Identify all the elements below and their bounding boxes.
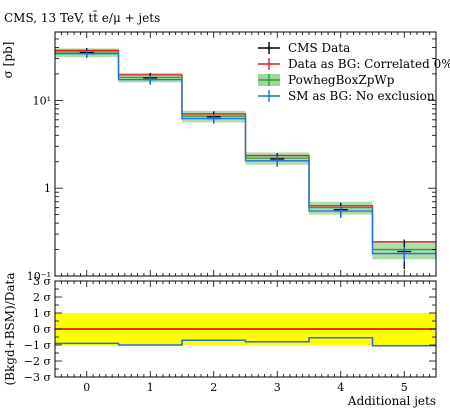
legend-label-data-as-bg-correlated-0: Data as BG: Correlated 0%: [288, 57, 450, 71]
legend-item-powhegboxzpwp: PowhegBoxZpWp: [258, 73, 395, 87]
main-ytick-label-2: 10¹: [33, 94, 51, 107]
main-panel: 10⁻¹ 1 10¹ σ [pb]: [1, 31, 437, 283]
ratio-ytick-label-3: 0 σ: [33, 323, 51, 336]
ratio-xtick-label-5: 5: [401, 381, 408, 394]
ratio-ytick-label-2: −1 σ: [24, 339, 52, 352]
legend-label-cms-data: CMS Data: [288, 41, 350, 55]
main-ylabel: σ [pb]: [1, 42, 15, 79]
legend-item-cms-data: CMS Data: [258, 41, 350, 55]
ratio-line-sm-as-bg-no-exclusion: [55, 337, 436, 347]
ratio-xlabel: Additional jets: [347, 394, 436, 408]
point-sm-as-bg-no-exclusion-4: [333, 205, 348, 218]
ratio-xtick-label-2: 2: [210, 381, 217, 394]
ratio-ytick-label-5: 2 σ: [33, 291, 51, 304]
legend-item-sm-as-bg-no-exclusion: SM as BG: No exclusion: [258, 89, 435, 103]
point-sm-as-bg-no-exclusion-1: [143, 75, 158, 85]
main-ytick-label-0: 10⁻¹: [27, 270, 51, 283]
point-sm-as-bg-no-exclusion-3: [270, 155, 285, 167]
ratio-ylabel: (Bkgd+BSM)/Data: [3, 273, 17, 386]
legend-label-sm-as-bg-no-exclusion: SM as BG: No exclusion: [288, 89, 435, 103]
ratio-xtick-label-4: 4: [337, 381, 344, 394]
point-sm-as-bg-no-exclusion-2: [206, 113, 221, 124]
ratio-ytick-label-0: −3 σ: [24, 371, 52, 384]
ratio-ytick-label-1: −2 σ: [24, 355, 52, 368]
step-sm-as-bg-no-exclusion: [55, 53, 436, 255]
ratio-ytick-label-4: 1 σ: [33, 307, 51, 320]
header-left: CMS, 13 TeV, tt̄ e/μ + jets: [4, 9, 160, 25]
ratio-xtick-label-3: 3: [274, 381, 281, 394]
point-sm-as-bg-no-exclusion-5: [397, 246, 412, 262]
ratio-panel: −3 σ −2 σ −1 σ 0 σ 1 σ 2 σ 3 σ 0 1 2 3 4 5 (Bkgd+BS…: [3, 273, 437, 408]
ratio-ytick-label-6: 3 σ: [33, 275, 51, 288]
ratio-xtick-label-0: 0: [83, 381, 90, 394]
legend-item-data-as-bg-correlated-0: Data as BG: Correlated 0%: [258, 57, 450, 71]
main-ytick-label-1: 1: [44, 182, 51, 195]
ratio-xtick-label-1: 1: [147, 381, 154, 394]
point-sm-as-bg-no-exclusion-0: [79, 49, 94, 58]
legend-label-powhegboxzpwp: PowhegBoxZpWp: [288, 73, 395, 87]
legend: CMS Data Data as BG: Correlated 0% PowhegB…: [258, 41, 450, 103]
